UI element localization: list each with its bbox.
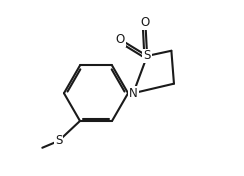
Text: S: S bbox=[55, 134, 62, 147]
Text: O: O bbox=[141, 16, 150, 29]
Text: S: S bbox=[143, 49, 151, 62]
Text: O: O bbox=[116, 33, 125, 46]
Text: N: N bbox=[129, 87, 138, 100]
